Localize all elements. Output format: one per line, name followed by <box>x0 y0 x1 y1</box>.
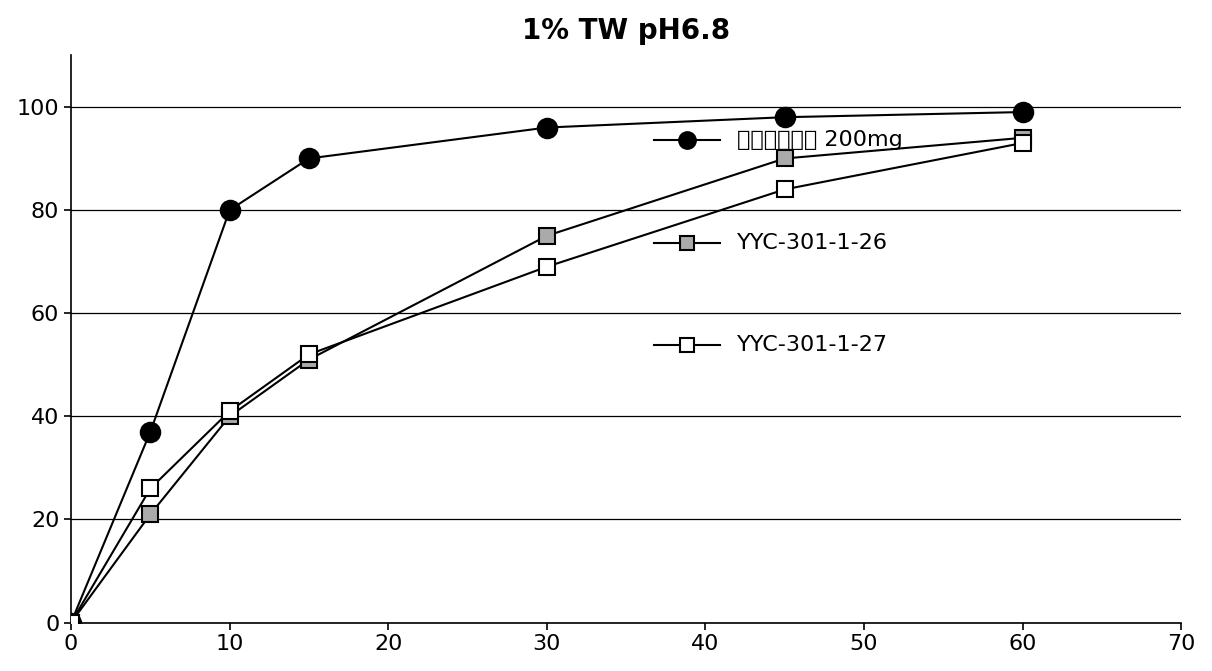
Text: YYC-301-1-26: YYC-301-1-26 <box>737 233 888 252</box>
Text: 塞来昔布胶囊 200mg: 塞来昔布胶囊 200mg <box>737 130 903 150</box>
Title: 1% TW pH6.8: 1% TW pH6.8 <box>522 17 730 45</box>
Text: YYC-301-1-27: YYC-301-1-27 <box>737 335 888 354</box>
